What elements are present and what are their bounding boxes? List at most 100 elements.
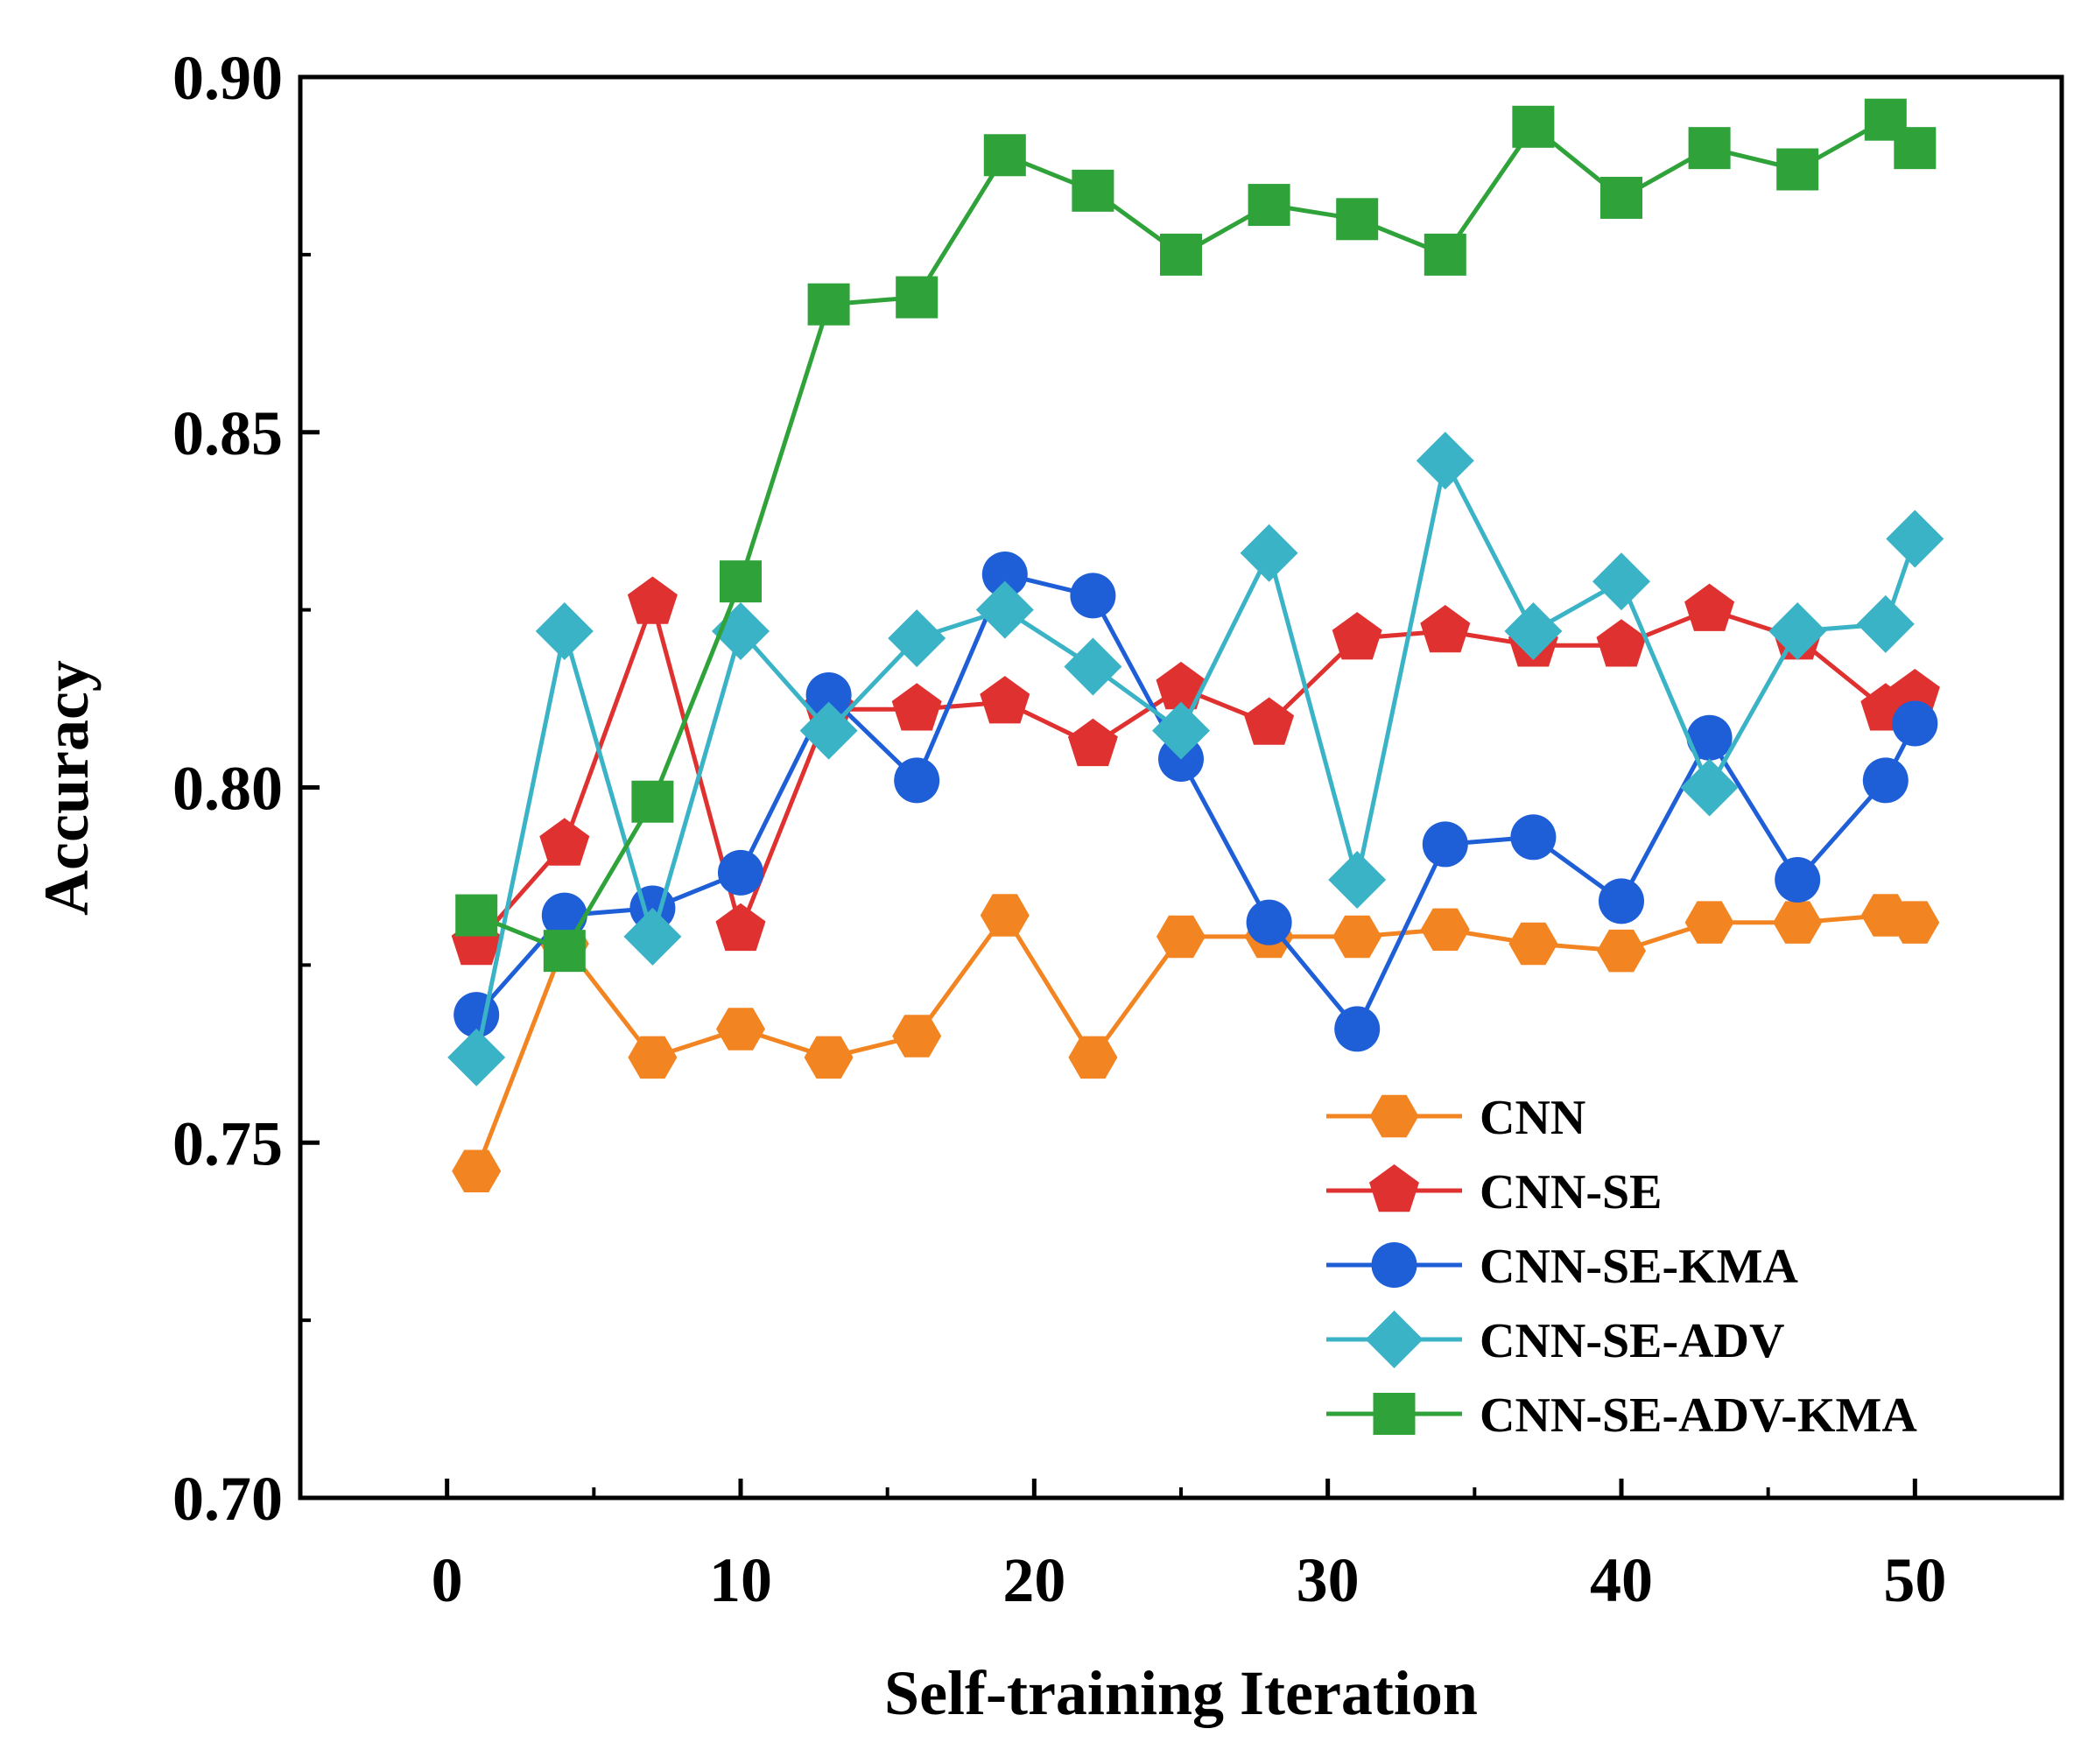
data-point-cnn-se-adv-kma bbox=[1512, 105, 1555, 148]
x-tick-label: 20 bbox=[1002, 1545, 1065, 1615]
data-point-cnn bbox=[628, 1036, 678, 1079]
data-point-cnn-se-adv-kma bbox=[1776, 148, 1819, 191]
data-point-cnn-se-kma bbox=[1775, 856, 1821, 903]
data-point-cnn bbox=[716, 1008, 765, 1051]
data-point-cnn bbox=[1068, 1036, 1118, 1079]
data-point-cnn-se bbox=[1244, 697, 1295, 745]
legend-label-cnn-se: CNN-SE bbox=[1480, 1165, 1662, 1219]
y-tick-label: 0.80 bbox=[172, 754, 283, 824]
legend: CNN CNN-SE CNN-SE-KMA CNN-SE-ADV CNN-SE-ADV-… bbox=[1326, 1091, 1917, 1443]
axes: 0 10 20 30 40 50 0.70 0.75 0.80 0.85 0.90 bbox=[172, 43, 1946, 1615]
data-point-cnn-se bbox=[891, 683, 942, 731]
data-point-cnn-se-adv-kma bbox=[1336, 198, 1379, 241]
y-axis-title: Accuracy bbox=[32, 660, 102, 916]
data-point-cnn-se-kma bbox=[1070, 573, 1116, 619]
legend-marker-cnn-se bbox=[1369, 1164, 1419, 1212]
data-point-cnn-se-kma bbox=[805, 672, 852, 719]
data-point-cnn-se-adv-kma bbox=[543, 930, 586, 973]
data-point-cnn-se-adv bbox=[888, 609, 946, 668]
data-point-cnn bbox=[1597, 929, 1646, 973]
x-tick-label: 50 bbox=[1883, 1545, 1946, 1615]
data-point-cnn-se-adv-kma bbox=[1894, 127, 1937, 170]
data-point-cnn-se-kma bbox=[1422, 821, 1468, 868]
legend-label-cnn-se-kma: CNN-SE-KMA bbox=[1480, 1240, 1799, 1294]
y-tick-label: 0.75 bbox=[172, 1108, 283, 1178]
data-point-cnn-se-kma bbox=[894, 757, 940, 804]
data-point-cnn-se-adv-kma bbox=[1600, 176, 1642, 219]
data-point-cnn bbox=[1420, 908, 1470, 951]
data-point-cnn-se bbox=[1596, 619, 1647, 667]
y-tick-label: 0.85 bbox=[172, 398, 283, 468]
data-point-cnn-se-adv bbox=[623, 907, 682, 966]
data-point-cnn-se-adv bbox=[1680, 758, 1739, 817]
data-point-cnn-se-adv bbox=[1592, 552, 1650, 611]
data-point-cnn-se-adv bbox=[535, 602, 594, 660]
data-point-cnn-se-adv-kma bbox=[455, 894, 498, 937]
data-point-cnn bbox=[452, 1149, 502, 1192]
series-cnn-se-adv-kma bbox=[455, 98, 1937, 973]
data-point-cnn-se bbox=[1420, 605, 1471, 653]
data-point-cnn-se bbox=[980, 676, 1030, 724]
data-point-cnn-se-adv-kma bbox=[1248, 184, 1290, 227]
data-point-cnn-se-adv bbox=[975, 580, 1034, 639]
legend-item-cnn-se: CNN-SE bbox=[1326, 1164, 1662, 1219]
data-point-cnn-se bbox=[715, 903, 766, 952]
data-point-cnn-se bbox=[1067, 718, 1118, 767]
data-point-cnn-se bbox=[1156, 661, 1206, 710]
data-point-cnn-se-kma bbox=[981, 552, 1028, 598]
data-point-cnn bbox=[1773, 901, 1823, 944]
legend-item-cnn-se-adv-kma: CNN-SE-ADV-KMA bbox=[1326, 1388, 1917, 1443]
data-point-cnn-se-adv-kma bbox=[1072, 169, 1114, 212]
legend-marker-cnn-se-kma bbox=[1371, 1242, 1417, 1288]
data-point-cnn bbox=[1684, 901, 1734, 944]
legend-item-cnn-se-kma: CNN-SE-KMA bbox=[1326, 1240, 1799, 1294]
data-point-cnn-se-adv bbox=[447, 1028, 506, 1086]
data-point-cnn-se-adv-kma bbox=[720, 560, 762, 603]
data-point-cnn-se-kma bbox=[1246, 899, 1292, 945]
data-point-cnn-se-kma bbox=[1334, 1006, 1381, 1052]
data-point-cnn-se-adv bbox=[1416, 432, 1474, 490]
data-point-cnn-se-adv bbox=[1328, 851, 1387, 909]
data-point-cnn-se-adv-kma bbox=[1424, 233, 1466, 276]
legend-label-cnn-se-adv: CNN-SE-ADV bbox=[1480, 1314, 1784, 1368]
x-tick-label: 0 bbox=[432, 1545, 463, 1615]
data-point-cnn-se bbox=[1684, 583, 1735, 631]
data-point-cnn-se-adv bbox=[1240, 524, 1298, 582]
legend-marker-cnn bbox=[1369, 1094, 1419, 1138]
legend-marker-cnn-se-adv bbox=[1365, 1311, 1424, 1368]
y-tick-label: 0.70 bbox=[172, 1464, 283, 1534]
series-cnn-se-adv bbox=[447, 432, 1944, 1086]
data-point-cnn-se-adv bbox=[1768, 602, 1827, 660]
data-point-cnn-se bbox=[627, 576, 678, 624]
series-line-cnn-se-adv bbox=[474, 458, 1917, 1058]
data-point-cnn bbox=[892, 1015, 942, 1058]
data-point-cnn-se-kma bbox=[1862, 757, 1909, 804]
data-point-cnn bbox=[804, 1036, 854, 1079]
legend-label-cnn-se-adv-kma: CNN-SE-ADV-KMA bbox=[1480, 1388, 1917, 1443]
data-point-cnn-se-kma bbox=[1599, 878, 1644, 924]
data-point-cnn-se-kma bbox=[541, 892, 587, 938]
x-tick-label: 40 bbox=[1590, 1545, 1653, 1615]
series-layer bbox=[447, 98, 1944, 1192]
data-point-cnn bbox=[1332, 915, 1382, 959]
data-point-cnn-se-kma bbox=[1892, 700, 1938, 747]
data-point-cnn-se-adv-kma bbox=[896, 276, 939, 319]
legend-label-cnn: CNN bbox=[1480, 1091, 1585, 1145]
data-point-cnn-se-adv-kma bbox=[1160, 233, 1202, 276]
x-tick-label: 30 bbox=[1297, 1545, 1360, 1615]
x-axis-title: Self-training Iteration bbox=[884, 1658, 1478, 1728]
y-tick-label: 0.90 bbox=[172, 43, 283, 113]
data-point-cnn bbox=[1890, 901, 1940, 944]
legend-item-cnn: CNN bbox=[1326, 1091, 1585, 1145]
data-point-cnn bbox=[1156, 915, 1206, 959]
data-point-cnn-se-adv bbox=[1886, 510, 1944, 568]
data-point-cnn-se-adv bbox=[1856, 594, 1915, 653]
data-point-cnn-se-adv bbox=[1152, 701, 1210, 760]
data-point-cnn-se-kma bbox=[1510, 814, 1557, 861]
data-point-cnn-se-adv-kma bbox=[807, 283, 850, 326]
data-point-cnn-se-kma bbox=[718, 849, 763, 896]
x-tick-label: 10 bbox=[709, 1545, 772, 1615]
data-point-cnn bbox=[980, 894, 1030, 937]
data-point-cnn-se-adv-kma bbox=[631, 780, 674, 823]
